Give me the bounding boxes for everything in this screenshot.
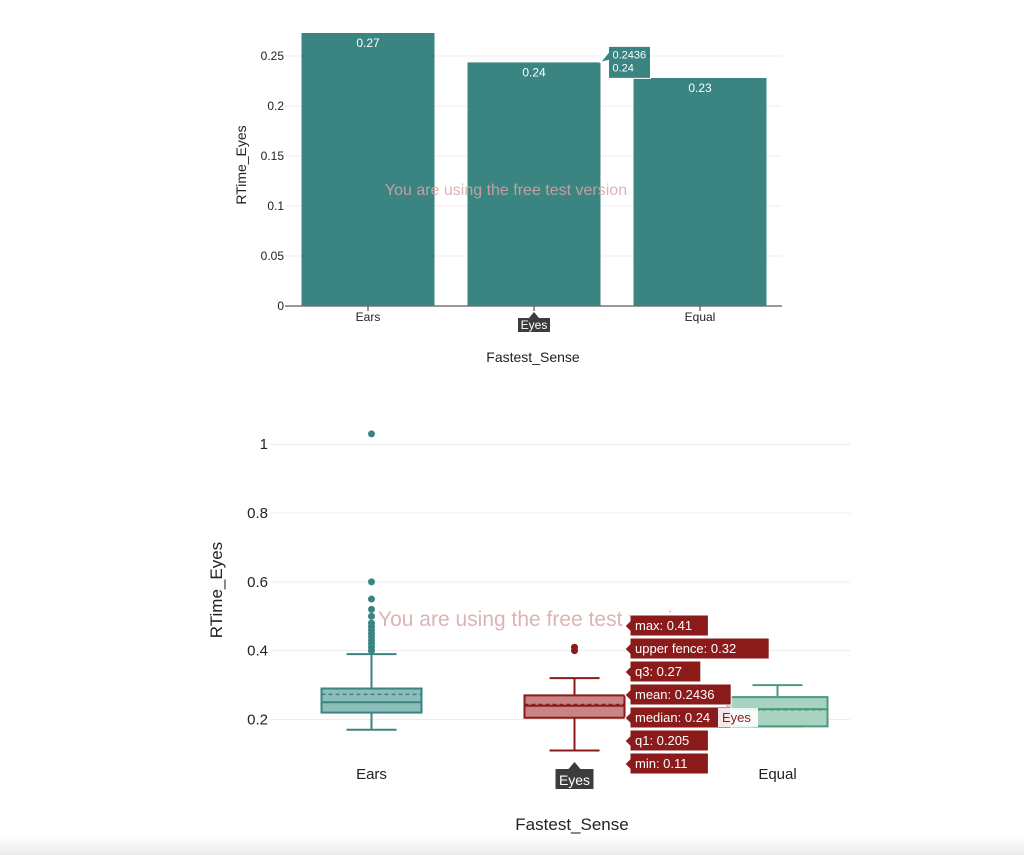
bar-x-tick-label: Ears <box>356 310 381 324</box>
bar-equal <box>633 78 767 306</box>
bar-x-axis-title: Fastest_Sense <box>486 349 580 365</box>
box-chart: 0.2 0.4 0.6 0.8 1 Ears Equal Fastest_Sense RTi… <box>207 430 850 834</box>
box-y-tick-label: 0.4 <box>247 643 268 660</box>
box-watermark: You are using the free test version <box>378 608 696 631</box>
box-eyes <box>523 643 626 752</box>
box-x-axis-title: Fastest_Sense <box>515 815 628 834</box>
box-tooltip <box>624 752 709 775</box>
box-tooltip <box>624 637 770 660</box>
box-x-tick-label: Ears <box>356 766 387 783</box>
bar-tooltip-text: 0.2436 <box>613 49 647 61</box>
box-x-tick-label: Equal <box>758 766 796 783</box>
box-tooltip-text: min: 0.11 <box>635 756 688 771</box>
box-tooltip-text: mean: 0.2436 <box>635 687 715 702</box>
bar-data-label: 0.24 <box>522 65 546 79</box>
bar-tooltip <box>599 45 651 79</box>
box-ears <box>320 430 423 731</box>
box-outlier-point <box>368 619 375 627</box>
box-y-tick-label: 1 <box>260 436 268 453</box>
bar-y-tick-label: 0.05 <box>261 249 285 263</box>
box-outlier-point <box>571 643 578 651</box>
bar-x-tick-label: Equal <box>685 310 716 324</box>
bar-data-label: 0.27 <box>356 36 380 50</box>
box-y-tick-label: 0.6 <box>247 574 268 591</box>
bar-ears <box>301 33 435 306</box>
bar-y-tick-label: 0.15 <box>261 149 285 163</box>
box-series-label-bg <box>718 708 758 727</box>
bar-y-tick-label: 0.1 <box>267 199 284 213</box>
bar-tooltip-text: 0.24 <box>613 62 634 74</box>
box-x-hover-label-box <box>555 762 594 789</box>
bar-x-hover-label-box <box>518 312 550 332</box>
bar-data-label: 0.23 <box>688 81 712 95</box>
box-tooltip-text: max: 0.41 <box>635 618 692 633</box>
box-tooltip-text: upper fence: 0.32 <box>635 641 736 656</box>
box-outlier-point <box>368 612 375 620</box>
box-outlier-point <box>368 578 375 586</box>
bar-y-tick-label: 0.2 <box>267 99 284 113</box>
box-series-label: Eyes <box>722 710 751 725</box>
box-tooltip <box>624 660 702 683</box>
box-iqr <box>320 687 423 714</box>
box-tooltip <box>624 729 709 752</box>
box-tooltip <box>624 614 709 637</box>
bar-eyes <box>467 62 601 307</box>
box-tooltip <box>624 683 732 706</box>
box-outlier-point <box>368 605 375 613</box>
bar-x-hover-label: Eyes <box>521 318 548 332</box>
box-outlier-point <box>368 430 375 438</box>
box-y-tick-label: 0.8 <box>247 505 268 522</box>
box-y-axis-title: RTime_Eyes <box>207 542 226 638</box>
bar-chart: 0.27 0.24 0.23 0 0.05 0.1 0.15 0.2 0.25 Ears Equa… <box>233 33 782 365</box>
box-x-hover-label: Eyes <box>559 772 590 788</box>
box-outlier-point <box>368 595 375 603</box>
bar-y-axis-title: RTime_Eyes <box>233 125 249 204</box>
bar-y-tick-label: 0.25 <box>261 49 285 63</box>
bar-y-tick-label: 0 <box>277 299 284 313</box>
box-tooltip-text: q1: 0.205 <box>635 733 689 748</box>
box-tooltip-text: q3: 0.27 <box>635 664 682 679</box>
page-bottom-shadow <box>0 835 1024 855</box>
bar-watermark: You are using the free test version <box>385 182 627 199</box>
box-y-tick-label: 0.2 <box>247 711 268 728</box>
box-tooltip-text: median: 0.24 <box>635 710 710 725</box>
